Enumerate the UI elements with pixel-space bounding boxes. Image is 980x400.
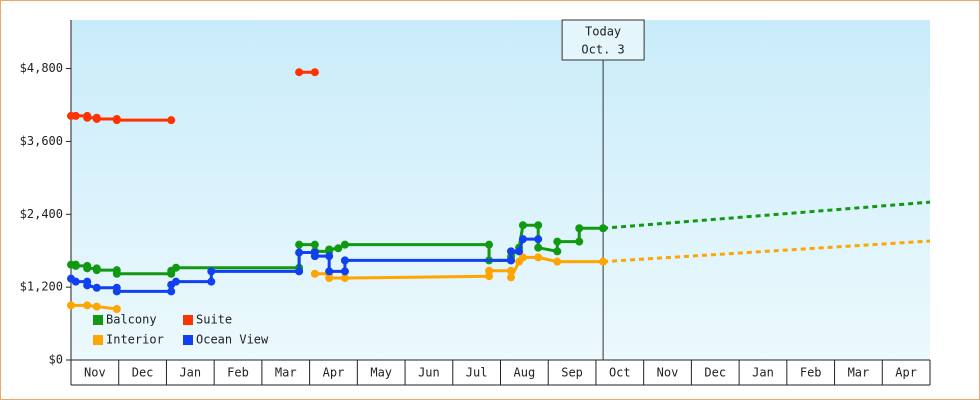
x-tick-label: Mar xyxy=(848,366,870,380)
price-point xyxy=(112,116,121,125)
y-tick-label: $4,800 xyxy=(20,61,63,75)
legend-swatch xyxy=(93,335,103,345)
x-tick-label: Oct xyxy=(609,366,631,380)
price-point xyxy=(71,261,80,270)
price-point xyxy=(310,252,319,261)
price-point xyxy=(325,274,334,283)
price-point xyxy=(575,237,584,246)
x-tick-label: Feb xyxy=(227,366,249,380)
y-tick-label: $1,200 xyxy=(20,280,63,294)
price-point xyxy=(325,267,334,276)
y-tick-label: $3,600 xyxy=(20,134,63,148)
price-point xyxy=(325,245,334,254)
legend-swatch xyxy=(93,315,103,325)
price-point xyxy=(340,267,349,276)
x-tick-label: Aug xyxy=(514,366,536,380)
price-point xyxy=(340,256,349,265)
x-tick-label: Jan xyxy=(179,366,201,380)
price-point xyxy=(207,267,216,276)
x-tick-label: Jun xyxy=(418,366,440,380)
price-point xyxy=(92,302,101,311)
price-point xyxy=(553,247,562,256)
price-point xyxy=(518,253,527,262)
price-point xyxy=(83,301,92,310)
price-point xyxy=(534,235,543,244)
today-label: Oct. 3 xyxy=(581,43,624,57)
price-point xyxy=(295,267,304,276)
price-point xyxy=(71,277,80,286)
price-point xyxy=(518,221,527,230)
price-point xyxy=(553,237,562,246)
price-point xyxy=(534,221,543,230)
today-label: Today xyxy=(585,25,621,39)
price-point xyxy=(310,269,319,278)
price-point xyxy=(506,247,515,256)
price-point xyxy=(340,240,349,249)
x-tick-label: Jan xyxy=(752,366,774,380)
price-point xyxy=(575,224,584,233)
price-point xyxy=(553,257,562,266)
price-point xyxy=(167,287,176,296)
x-tick-label: Jul xyxy=(466,366,488,380)
price-point xyxy=(485,266,494,275)
price-point xyxy=(325,252,334,261)
x-tick-label: Feb xyxy=(800,366,822,380)
x-tick-label: Apr xyxy=(323,366,345,380)
legend-label: Suite xyxy=(196,313,232,327)
x-tick-label: Sep xyxy=(561,366,583,380)
x-tick-label: Mar xyxy=(275,366,297,380)
price-point xyxy=(506,273,515,282)
today-box xyxy=(561,19,645,61)
y-tick-label: $0 xyxy=(49,353,63,367)
price-point xyxy=(83,264,92,273)
price-point xyxy=(295,68,304,77)
forecast-line xyxy=(602,200,931,230)
price-point xyxy=(167,116,176,125)
price-point xyxy=(92,114,101,123)
legend-swatch xyxy=(183,315,193,325)
price-point xyxy=(83,113,92,122)
price-point xyxy=(340,274,349,283)
forecast-line xyxy=(603,239,931,264)
x-tick-label: Apr xyxy=(895,366,917,380)
legend-swatch xyxy=(183,335,193,345)
price-point xyxy=(506,256,515,265)
price-point xyxy=(485,272,494,281)
price-point xyxy=(515,247,524,256)
price-point xyxy=(171,277,180,286)
x-tick-label: Nov xyxy=(657,366,679,380)
price-point xyxy=(112,287,121,296)
price-point xyxy=(334,244,343,253)
plot-area xyxy=(71,20,930,360)
price-point xyxy=(310,240,319,249)
x-tick-label: Dec xyxy=(132,366,154,380)
price-point xyxy=(67,301,75,310)
x-tick-label: Nov xyxy=(84,366,106,380)
price-point xyxy=(83,281,92,290)
price-point xyxy=(207,277,216,286)
price-point xyxy=(295,248,304,257)
y-tick-label: $2,400 xyxy=(20,207,63,221)
price-point xyxy=(485,240,494,249)
x-tick-label: May xyxy=(370,366,392,380)
legend-label: Ocean View xyxy=(196,333,269,347)
price-point xyxy=(534,253,543,262)
price-point xyxy=(112,305,121,313)
legend-label: Interior xyxy=(106,333,164,347)
price-point xyxy=(92,283,101,292)
legend-label: Balcony xyxy=(106,313,157,327)
price-point xyxy=(112,269,121,278)
price-point xyxy=(506,266,515,275)
price-point xyxy=(534,243,543,252)
price-point xyxy=(518,235,527,244)
price-point xyxy=(171,263,180,272)
x-tick-label: Dec xyxy=(704,366,726,380)
price-point xyxy=(92,266,101,275)
price-point xyxy=(310,68,319,77)
price-point xyxy=(71,111,80,120)
price-point xyxy=(295,240,304,249)
